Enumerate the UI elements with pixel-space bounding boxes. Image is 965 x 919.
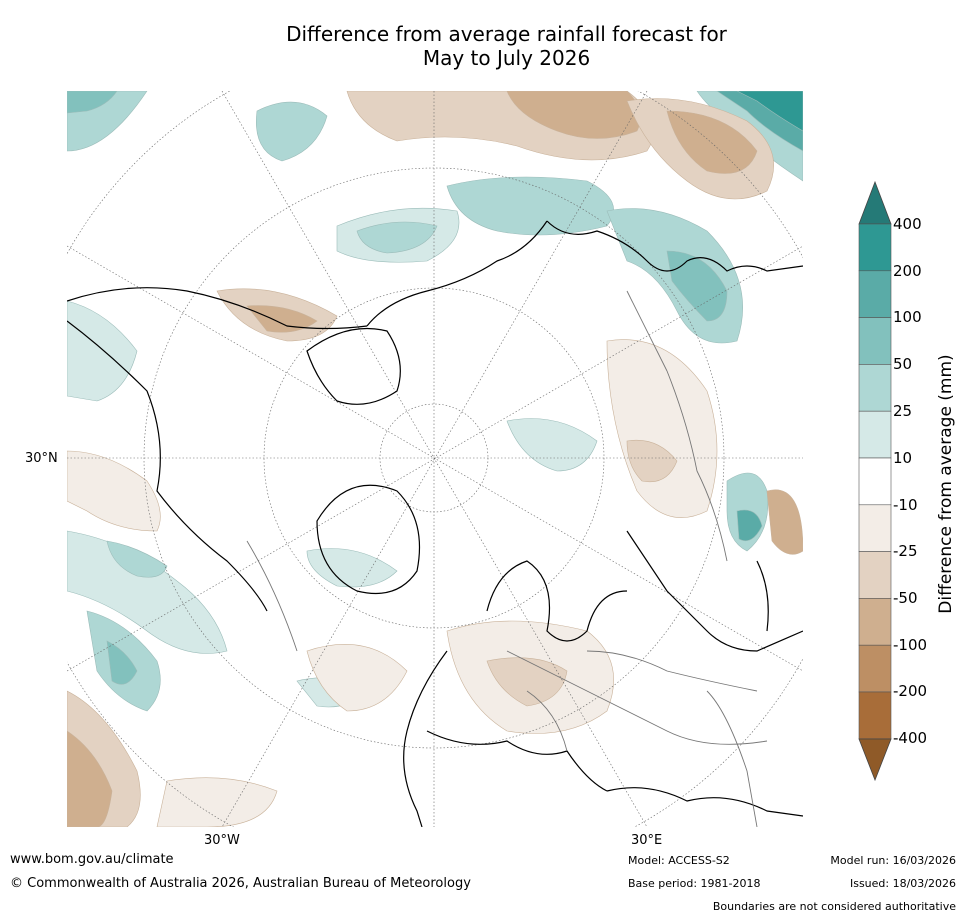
colorbar-band xyxy=(858,551,892,599)
model-text: Model: ACCESS-S2 xyxy=(628,854,730,867)
wet-anomaly-areas xyxy=(67,91,803,712)
colorbar-band xyxy=(858,317,892,365)
colorbar-top-extension xyxy=(858,180,892,225)
cb-tick: 25 xyxy=(893,402,913,420)
coastlines xyxy=(67,220,803,827)
chart-title: Difference from average rainfall forecas… xyxy=(0,22,965,70)
colorbar-band xyxy=(858,270,892,318)
website-link[interactable]: www.bom.gov.au/climate xyxy=(10,852,174,867)
colorbar-band xyxy=(858,644,892,693)
colorbar-band xyxy=(858,691,892,740)
issued-text: Issued: 18/03/2026 xyxy=(849,877,956,890)
base-period-text: Base period: 1981-2018 xyxy=(628,877,761,890)
model-run-text: Model run: 16/03/2026 xyxy=(830,854,956,867)
cb-tick: -25 xyxy=(893,542,918,560)
cb-tick: 400 xyxy=(893,215,922,233)
cb-tick: -200 xyxy=(893,682,928,700)
graticule xyxy=(67,91,803,827)
disclaimer-text: Boundaries are not considered authoritat… xyxy=(712,900,956,913)
map-svg xyxy=(67,91,803,827)
title-line-2: May to July 2026 xyxy=(422,46,591,70)
colorbar-band xyxy=(858,223,892,272)
colorbar-band xyxy=(858,410,892,459)
colorbar-band xyxy=(858,504,892,552)
copyright-text: © Commonwealth of Australia 2026, Austra… xyxy=(10,876,471,891)
polar-map[interactable] xyxy=(67,91,803,827)
cb-tick: -100 xyxy=(893,636,928,654)
title-line-1: Difference from average rainfall forecas… xyxy=(286,22,727,46)
country-boundaries xyxy=(246,290,768,827)
cb-tick: 10 xyxy=(893,449,913,467)
colorbar-title: Difference from average (mm) xyxy=(936,354,956,614)
lon-label-30e: 30°E xyxy=(631,833,663,848)
colorbar-band xyxy=(858,364,892,412)
cb-tick: -10 xyxy=(893,496,918,514)
colorbar-bottom-extension xyxy=(858,738,892,782)
cb-tick: 200 xyxy=(893,262,922,280)
lon-label-30w: 30°W xyxy=(204,833,240,848)
colorbar-band xyxy=(858,457,892,506)
cb-tick: -400 xyxy=(893,729,928,747)
dry-anomaly-areas xyxy=(67,91,803,827)
cb-tick: 100 xyxy=(893,308,922,326)
cb-tick: -50 xyxy=(893,589,918,607)
colorbar-segments xyxy=(858,223,892,740)
colorbar xyxy=(858,180,892,782)
lat-label-30n: 30°N xyxy=(25,451,58,466)
colorbar-band xyxy=(858,598,892,646)
cb-tick: 50 xyxy=(893,355,913,373)
